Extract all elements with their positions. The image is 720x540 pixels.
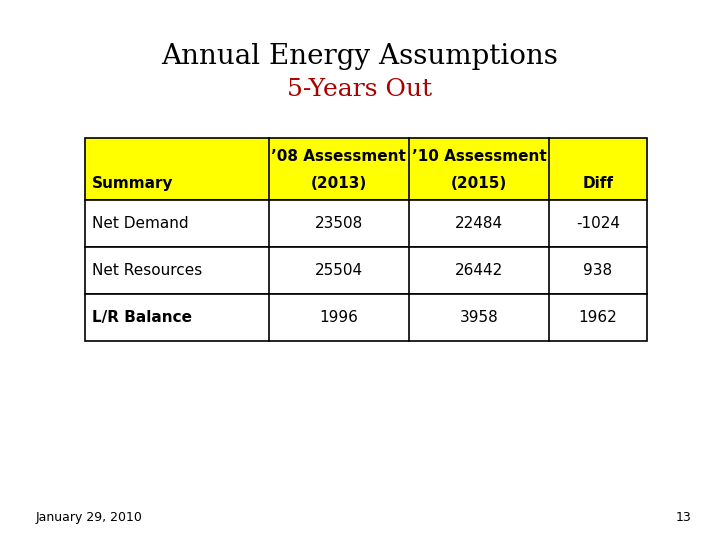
- Bar: [85, 200, 647, 247]
- Text: 3958: 3958: [460, 310, 498, 325]
- Bar: [85, 294, 647, 341]
- Text: (2013): (2013): [310, 176, 367, 191]
- Text: ’08 Assessment: ’08 Assessment: [271, 149, 406, 164]
- Text: 1996: 1996: [320, 310, 358, 325]
- Text: Diff: Diff: [582, 176, 613, 191]
- Text: Annual Energy Assumptions: Annual Energy Assumptions: [161, 43, 559, 70]
- Text: Net Demand: Net Demand: [92, 216, 189, 231]
- Text: 1962: 1962: [579, 310, 617, 325]
- Bar: [85, 247, 647, 294]
- Text: 25504: 25504: [315, 263, 363, 278]
- Text: 5-Years Out: 5-Years Out: [287, 78, 433, 100]
- Text: Net Resources: Net Resources: [92, 263, 202, 278]
- Text: 22484: 22484: [455, 216, 503, 231]
- Text: 26442: 26442: [455, 263, 503, 278]
- Text: 23508: 23508: [315, 216, 363, 231]
- Text: L/R Balance: L/R Balance: [92, 310, 192, 325]
- Text: 938: 938: [583, 263, 613, 278]
- Text: 13: 13: [675, 511, 691, 524]
- Text: -1024: -1024: [576, 216, 620, 231]
- Text: January 29, 2010: January 29, 2010: [36, 511, 143, 524]
- Text: Summary: Summary: [92, 176, 174, 191]
- Text: ’10 Assessment: ’10 Assessment: [412, 149, 546, 164]
- Text: (2015): (2015): [451, 176, 508, 191]
